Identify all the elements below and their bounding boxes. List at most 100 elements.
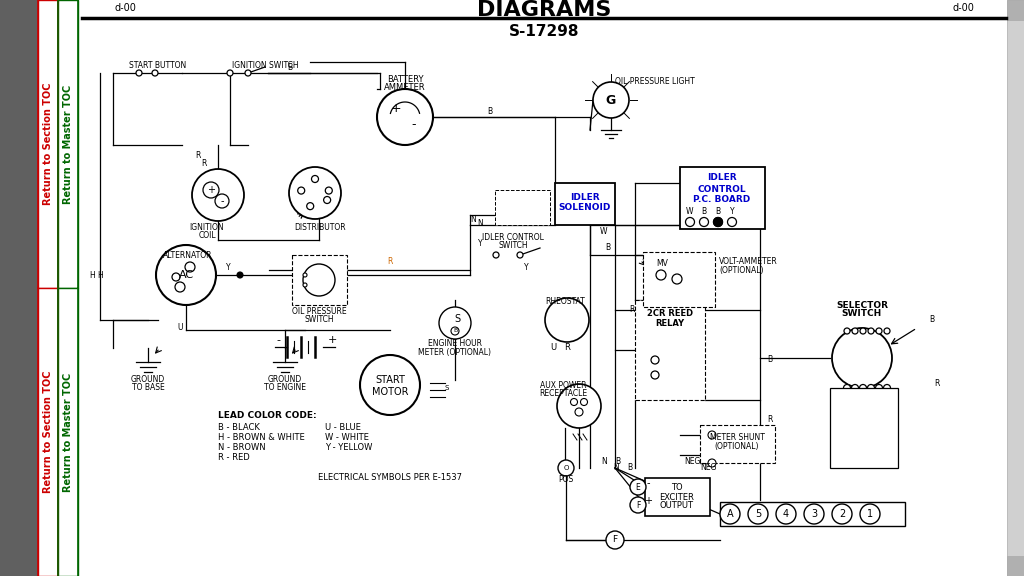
Text: B: B <box>487 107 493 116</box>
Circle shape <box>606 531 624 549</box>
Text: B: B <box>615 457 621 467</box>
Text: (OPTIONAL): (OPTIONAL) <box>719 266 764 275</box>
Circle shape <box>451 327 459 335</box>
Circle shape <box>776 504 796 524</box>
Circle shape <box>558 460 574 476</box>
Text: GROUND: GROUND <box>131 376 165 385</box>
Text: SWITCH: SWITCH <box>499 241 527 251</box>
Text: B: B <box>701 207 707 215</box>
Text: B: B <box>930 316 935 324</box>
Text: -: - <box>646 478 650 488</box>
Text: Return to Master TOC: Return to Master TOC <box>63 84 73 204</box>
Text: S: S <box>444 385 450 391</box>
Circle shape <box>227 70 233 76</box>
Circle shape <box>185 262 195 272</box>
Text: R: R <box>934 378 940 388</box>
Text: DIAGRAMS: DIAGRAMS <box>477 0 611 20</box>
Bar <box>1007 556 1024 576</box>
Bar <box>700 425 775 463</box>
Circle shape <box>859 385 866 392</box>
Circle shape <box>720 504 740 524</box>
Text: 3: 3 <box>811 509 817 519</box>
Text: R: R <box>387 257 392 267</box>
Text: COIL: COIL <box>199 232 216 241</box>
Text: ALTERNATOR: ALTERNATOR <box>163 252 213 260</box>
Circle shape <box>860 328 866 334</box>
Circle shape <box>581 399 588 406</box>
Text: R: R <box>630 305 635 314</box>
Text: R: R <box>196 150 201 160</box>
Circle shape <box>175 282 185 292</box>
Bar <box>680 167 765 229</box>
Text: VOLT-AMMETER: VOLT-AMMETER <box>719 257 778 267</box>
Text: TO ENGINE: TO ENGINE <box>264 384 306 392</box>
Circle shape <box>289 167 341 219</box>
Text: 5: 5 <box>755 509 761 519</box>
Circle shape <box>876 328 882 334</box>
Text: BATTERY: BATTERY <box>387 74 423 84</box>
Text: O: O <box>563 465 568 471</box>
Text: B: B <box>767 355 772 365</box>
Text: DISTRIBUTOR: DISTRIBUTOR <box>294 223 346 233</box>
Text: U: U <box>177 324 182 332</box>
Text: GROUND: GROUND <box>268 376 302 385</box>
Text: AMMETER: AMMETER <box>384 82 426 92</box>
Circle shape <box>307 203 313 210</box>
Circle shape <box>545 298 589 342</box>
Text: -: - <box>276 335 280 345</box>
Text: Return to Master TOC: Return to Master TOC <box>63 372 73 492</box>
Text: N: N <box>477 219 483 229</box>
Bar <box>635 300 705 400</box>
Text: -: - <box>412 119 416 131</box>
Circle shape <box>303 264 335 296</box>
Circle shape <box>298 187 305 194</box>
Circle shape <box>844 385 851 392</box>
Bar <box>830 388 898 468</box>
Circle shape <box>630 479 646 495</box>
Text: Y: Y <box>477 240 482 248</box>
Text: 2CR REED: 2CR REED <box>647 309 693 319</box>
Circle shape <box>203 182 219 198</box>
Circle shape <box>303 283 307 287</box>
Text: Return to Section TOC: Return to Section TOC <box>43 83 53 205</box>
Circle shape <box>844 328 850 334</box>
Circle shape <box>575 408 583 416</box>
Bar <box>1007 0 1024 576</box>
Circle shape <box>884 328 890 334</box>
Text: N - BROWN: N - BROWN <box>218 442 265 452</box>
Text: W: W <box>599 228 607 237</box>
Text: R: R <box>564 343 570 353</box>
Circle shape <box>172 273 180 281</box>
Text: R - RED: R - RED <box>218 453 250 461</box>
Circle shape <box>215 194 229 208</box>
Circle shape <box>360 355 420 415</box>
Circle shape <box>193 169 244 221</box>
Text: P.C. BOARD: P.C. BOARD <box>693 195 751 204</box>
Circle shape <box>324 196 331 203</box>
Text: Y: Y <box>730 207 734 215</box>
Text: A: A <box>727 509 733 519</box>
Text: OIL PRESSURE: OIL PRESSURE <box>292 308 346 316</box>
Text: NEG: NEG <box>684 457 700 467</box>
Circle shape <box>517 252 523 258</box>
Bar <box>38 288 58 576</box>
Text: IGNITION: IGNITION <box>189 223 224 233</box>
Bar <box>58 288 78 576</box>
Circle shape <box>714 218 723 226</box>
Circle shape <box>377 89 433 145</box>
Text: G: G <box>606 93 616 107</box>
Text: START BUTTON: START BUTTON <box>129 62 186 70</box>
Text: ENGINE HOUR: ENGINE HOUR <box>428 339 482 348</box>
Text: IGNITION SWITCH: IGNITION SWITCH <box>231 62 298 70</box>
Text: SWITCH: SWITCH <box>842 309 882 319</box>
Text: IDLER: IDLER <box>570 192 600 202</box>
Text: -: - <box>220 196 224 206</box>
Circle shape <box>237 272 243 278</box>
Circle shape <box>860 504 880 524</box>
Circle shape <box>152 70 158 76</box>
Text: ELECTRICAL SYMBOLS PER E-1537: ELECTRICAL SYMBOLS PER E-1537 <box>318 473 462 483</box>
Bar <box>643 252 715 307</box>
Text: IDLER CONTROL: IDLER CONTROL <box>482 233 544 242</box>
Circle shape <box>630 497 646 513</box>
Bar <box>0 0 38 576</box>
